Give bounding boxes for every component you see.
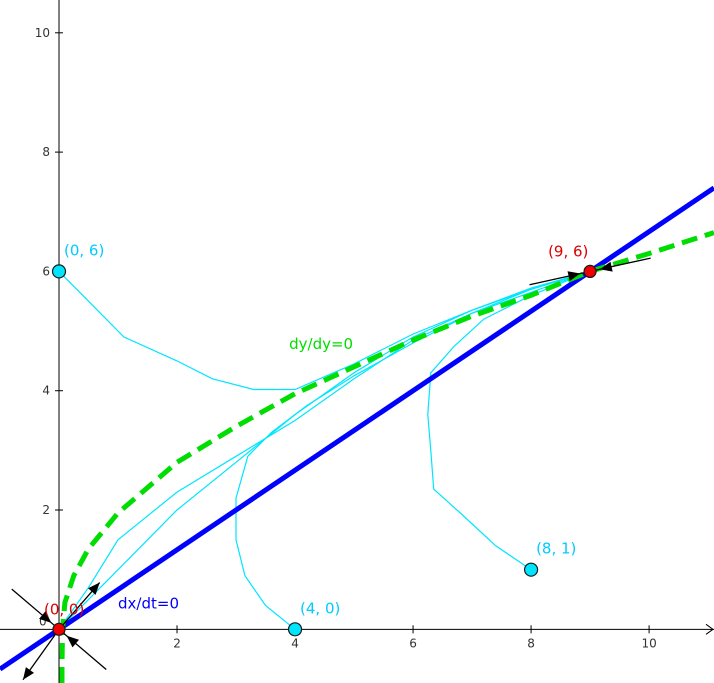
eigen-arrow-head	[88, 582, 100, 595]
x-tick-label: 10	[641, 636, 656, 650]
x-tick-label: 6	[409, 636, 417, 650]
y-tick-label: 8	[42, 145, 50, 159]
trajectory-line	[235, 270, 591, 630]
initial-point-label: (0, 6)	[64, 241, 104, 259]
dx-nullcline-line	[0, 185, 714, 672]
eigen-arrow-line	[58, 628, 107, 670]
points-layer	[51, 264, 597, 637]
initial-point-marker	[51, 264, 67, 279]
eigen-arrow-head	[567, 271, 581, 282]
x-axis-arrowhead	[705, 623, 714, 635]
initial-point-marker	[523, 562, 539, 577]
trajectories-layer	[58, 270, 591, 630]
nullclines-layer	[0, 185, 714, 683]
trajectory-line	[61, 270, 591, 627]
eigen-arrows-layer	[11, 257, 651, 681]
y-tick-label: 4	[42, 384, 50, 398]
initial-point-marker	[287, 622, 303, 637]
dy-nullcline-label: dy/dy=0	[289, 335, 353, 353]
initial-point-label: (8, 1)	[536, 540, 576, 558]
eigen-arrow-head	[22, 667, 35, 680]
x-tick-label: 8	[527, 636, 535, 650]
x-tick-label: 2	[173, 636, 181, 650]
initial-point-label: (4, 0)	[300, 599, 340, 617]
origin-label: 0	[39, 614, 47, 628]
dy-nullcline-line	[59, 230, 714, 683]
y-tick-label: 6	[42, 264, 50, 278]
equilibrium-label: (0, 0)	[44, 600, 84, 618]
eigen-arrow-head	[39, 611, 52, 623]
equilibrium-marker	[583, 264, 597, 279]
x-tick-label: 4	[291, 636, 299, 650]
tick-labels-layer: 2 4 6 8 10 2 4 6 8 10 0	[35, 26, 657, 651]
equilibrium-label: (9, 6)	[548, 242, 588, 260]
y-tick-label: 2	[42, 503, 50, 517]
eigen-arrow-head	[66, 635, 80, 648]
trajectory-line	[58, 270, 591, 630]
eigen-arrow-head	[599, 261, 613, 272]
equilibrium-marker	[52, 622, 66, 636]
trajectory-line	[427, 270, 591, 571]
trajectory-line	[58, 270, 591, 391]
y-tick-label: 10	[35, 26, 50, 40]
dx-nullcline-label: dx/dt=0	[118, 594, 179, 612]
labels-layer: dx/dt=0 dy/dy=0 (0, 6) (4, 0) (8, 1) (0, 0) (9…	[44, 241, 588, 618]
